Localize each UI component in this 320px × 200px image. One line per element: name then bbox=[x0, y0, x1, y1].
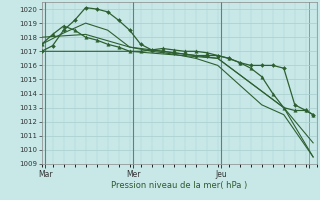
X-axis label: Pression niveau de la mer( hPa ): Pression niveau de la mer( hPa ) bbox=[111, 181, 247, 190]
